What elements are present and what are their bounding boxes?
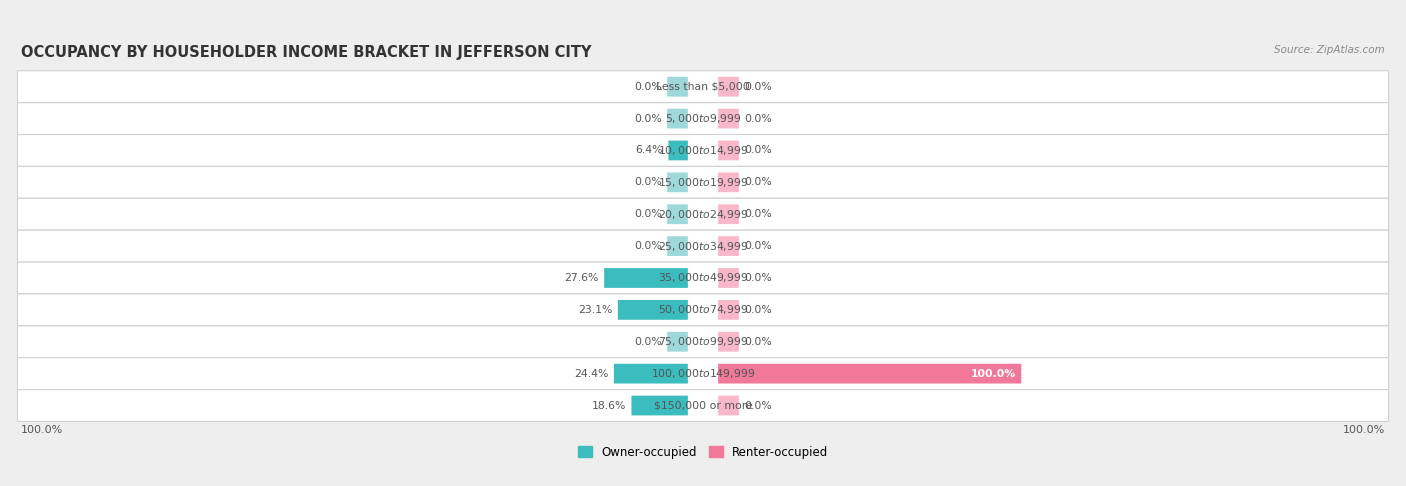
Text: $75,000 to $99,999: $75,000 to $99,999	[658, 335, 748, 348]
Text: Source: ZipAtlas.com: Source: ZipAtlas.com	[1274, 45, 1385, 55]
FancyBboxPatch shape	[614, 364, 688, 383]
FancyBboxPatch shape	[17, 230, 1389, 262]
FancyBboxPatch shape	[718, 204, 738, 224]
FancyBboxPatch shape	[17, 294, 1389, 326]
FancyBboxPatch shape	[17, 198, 1389, 230]
FancyBboxPatch shape	[17, 358, 1389, 390]
FancyBboxPatch shape	[17, 103, 1389, 135]
Text: 0.0%: 0.0%	[634, 114, 662, 123]
Text: $15,000 to $19,999: $15,000 to $19,999	[658, 176, 748, 189]
Text: 0.0%: 0.0%	[744, 305, 772, 315]
FancyBboxPatch shape	[718, 332, 738, 352]
FancyBboxPatch shape	[668, 140, 688, 160]
FancyBboxPatch shape	[668, 77, 688, 97]
FancyBboxPatch shape	[17, 262, 1389, 294]
Text: 0.0%: 0.0%	[634, 337, 662, 347]
FancyBboxPatch shape	[718, 140, 738, 160]
Text: $150,000 or more: $150,000 or more	[654, 400, 752, 411]
FancyBboxPatch shape	[718, 236, 738, 256]
FancyBboxPatch shape	[631, 396, 688, 416]
Text: $10,000 to $14,999: $10,000 to $14,999	[658, 144, 748, 157]
FancyBboxPatch shape	[17, 326, 1389, 358]
Text: $35,000 to $49,999: $35,000 to $49,999	[658, 272, 748, 284]
FancyBboxPatch shape	[17, 390, 1389, 421]
FancyBboxPatch shape	[668, 332, 688, 352]
FancyBboxPatch shape	[718, 109, 738, 128]
FancyBboxPatch shape	[668, 109, 688, 128]
FancyBboxPatch shape	[718, 364, 1021, 383]
FancyBboxPatch shape	[718, 77, 738, 97]
Text: 0.0%: 0.0%	[744, 337, 772, 347]
Text: 0.0%: 0.0%	[634, 241, 662, 251]
Text: 0.0%: 0.0%	[634, 177, 662, 187]
FancyBboxPatch shape	[718, 300, 738, 320]
FancyBboxPatch shape	[718, 173, 738, 192]
Text: 0.0%: 0.0%	[744, 209, 772, 219]
FancyBboxPatch shape	[668, 173, 688, 192]
FancyBboxPatch shape	[718, 396, 738, 416]
Text: 27.6%: 27.6%	[564, 273, 599, 283]
Text: 0.0%: 0.0%	[744, 114, 772, 123]
Text: 0.0%: 0.0%	[634, 82, 662, 92]
Text: 6.4%: 6.4%	[636, 145, 664, 156]
FancyBboxPatch shape	[17, 166, 1389, 198]
FancyBboxPatch shape	[617, 300, 688, 320]
Text: OCCUPANCY BY HOUSEHOLDER INCOME BRACKET IN JEFFERSON CITY: OCCUPANCY BY HOUSEHOLDER INCOME BRACKET …	[21, 45, 592, 60]
Text: $5,000 to $9,999: $5,000 to $9,999	[665, 112, 741, 125]
FancyBboxPatch shape	[668, 236, 688, 256]
Text: 100.0%: 100.0%	[970, 369, 1015, 379]
Text: 0.0%: 0.0%	[634, 209, 662, 219]
Text: 0.0%: 0.0%	[744, 177, 772, 187]
Text: $50,000 to $74,999: $50,000 to $74,999	[658, 303, 748, 316]
Text: 18.6%: 18.6%	[592, 400, 626, 411]
FancyBboxPatch shape	[605, 268, 688, 288]
Text: 23.1%: 23.1%	[578, 305, 612, 315]
Text: $20,000 to $24,999: $20,000 to $24,999	[658, 208, 748, 221]
FancyBboxPatch shape	[668, 204, 688, 224]
Text: 0.0%: 0.0%	[744, 241, 772, 251]
Text: $100,000 to $149,999: $100,000 to $149,999	[651, 367, 755, 380]
Text: 100.0%: 100.0%	[1343, 425, 1385, 435]
Text: $25,000 to $34,999: $25,000 to $34,999	[658, 240, 748, 253]
Legend: Owner-occupied, Renter-occupied: Owner-occupied, Renter-occupied	[572, 441, 834, 463]
Text: 0.0%: 0.0%	[744, 145, 772, 156]
FancyBboxPatch shape	[718, 268, 738, 288]
Text: Less than $5,000: Less than $5,000	[657, 82, 749, 92]
FancyBboxPatch shape	[17, 135, 1389, 166]
FancyBboxPatch shape	[17, 71, 1389, 103]
Text: 100.0%: 100.0%	[21, 425, 63, 435]
Text: 0.0%: 0.0%	[744, 273, 772, 283]
Text: 24.4%: 24.4%	[574, 369, 609, 379]
Text: 0.0%: 0.0%	[744, 400, 772, 411]
Text: 0.0%: 0.0%	[744, 82, 772, 92]
